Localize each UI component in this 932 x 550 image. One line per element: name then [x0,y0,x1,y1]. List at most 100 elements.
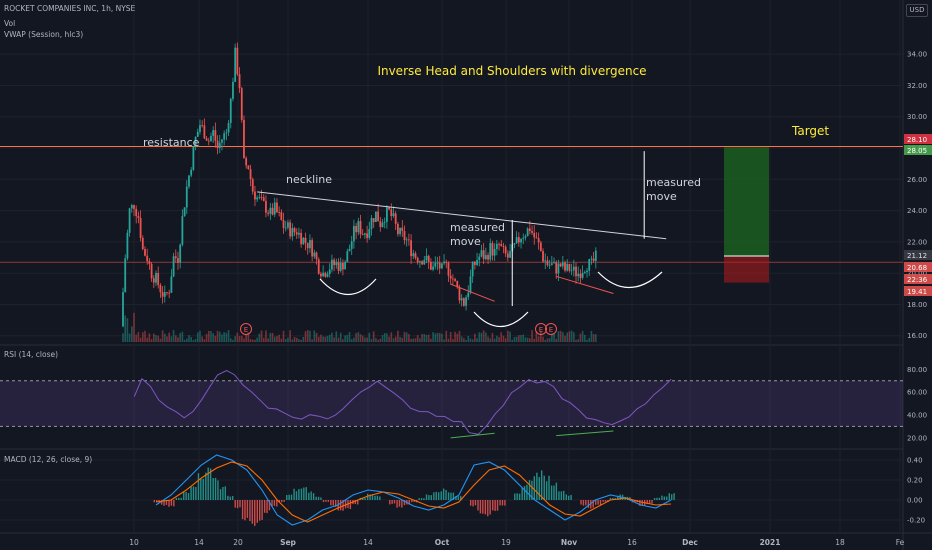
candle [311,240,314,257]
macd-histogram-bar [244,500,246,521]
candle [133,205,135,209]
candle [581,272,584,278]
candle [324,272,327,277]
volume-bar [192,339,195,342]
macd-histogram-bar [391,500,393,504]
volume-bar [328,334,331,342]
macd-histogram-bar [261,500,263,520]
volume-bar [544,339,547,342]
measured-move-label: measured [450,221,505,234]
macd-histogram-bar [585,500,587,506]
macd-histogram-bar [334,500,337,507]
macd-histogram-bar [209,468,212,500]
rsi-tick-label: 60.00 [907,389,927,397]
time-tick-label: 10 [129,538,139,547]
candle [201,125,204,127]
volume-bar [265,330,267,342]
macd-histogram-bar [504,500,506,506]
candle [260,197,263,198]
candle [590,258,593,260]
candle [207,140,210,142]
macd-histogram-bar [433,492,435,500]
volume-bar [559,330,562,342]
divergence-line [450,283,495,302]
macd-histogram-bar [222,486,224,500]
volume-bar [496,335,498,342]
candle [456,280,459,288]
macd-histogram-bar [570,494,572,500]
volume-bar [243,338,245,342]
macd-histogram-bar [163,500,165,506]
candle [320,273,322,277]
candle [416,257,419,263]
volume-bar [205,333,208,342]
macd-histogram-bar [533,476,536,500]
time-tick-label: 2021 [760,538,781,547]
macd-histogram-bar [592,500,594,508]
macd-histogram-bar [236,500,239,509]
macd-histogram-bar [219,489,222,500]
macd-histogram-bar [266,500,268,514]
volume-bar [300,339,302,342]
price-tick-label: 32.00 [907,82,927,90]
volume-bar [128,333,131,342]
candle [267,212,270,214]
volume-bar [423,333,426,342]
macd-histogram-bar [401,500,403,508]
volume-bar [568,331,571,342]
macd-histogram-bar [550,485,553,500]
macd-histogram-bar [587,500,590,508]
volume-bar [463,338,465,342]
macd-histogram-bar [602,500,604,502]
shoulder-arc [473,311,529,327]
macd-histogram-bar [234,500,236,508]
price-label-bg [904,262,932,272]
rsi-panel[interactable]: RSI (14, close) [0,350,903,435]
candle [205,138,208,141]
volume-bar [577,339,580,342]
price-panel[interactable] [0,42,903,342]
volume-bar [416,335,419,342]
macd-histogram-bar [599,500,602,505]
price-tick-label: 24.00 [907,207,927,215]
volume-bar [126,318,129,342]
earnings-icon [240,323,252,335]
candle [128,208,131,233]
volume-bar [168,332,170,342]
chart-title: Inverse Head and Shoulders with divergen… [377,64,646,78]
volume-bar [524,337,527,342]
candle [234,47,237,82]
candle [401,227,404,231]
price-axis[interactable]: 34.0032.0030.0028.0026.0024.0022.0020.00… [904,51,932,525]
volume-bar [595,334,597,342]
volume-bar [260,330,263,342]
time-axis[interactable]: 10 14 20 Sep 14 Oct 19 Nov 16 Dec 2021 18 Fe [129,538,904,547]
candle [447,262,450,276]
candle [183,207,186,217]
volume-bar [344,335,346,342]
macd-histogram-bar [224,486,227,500]
price-label: 20.68 [907,264,927,272]
candle [528,228,531,232]
macd-histogram-bar [435,491,437,500]
candle [555,262,558,274]
macd-panel[interactable]: MACD (12, 26, close, 9) [4,454,675,526]
candle [478,256,481,261]
price-tick-label: 16.00 [907,332,927,340]
volume-bar [562,332,564,342]
candle [533,232,536,238]
candle [366,233,369,238]
volume-bar [335,331,338,342]
volume-bar [584,334,586,342]
macd-histogram-bar [366,493,369,500]
candle [546,260,549,265]
currency-badge[interactable]: USD [906,4,928,17]
candle [298,232,300,235]
volume-label: Vol [4,19,16,28]
macd-histogram-bar [303,487,305,500]
candle [522,237,525,239]
macd-tick-label: -0.20 [907,517,925,525]
volume-bar [485,332,487,342]
